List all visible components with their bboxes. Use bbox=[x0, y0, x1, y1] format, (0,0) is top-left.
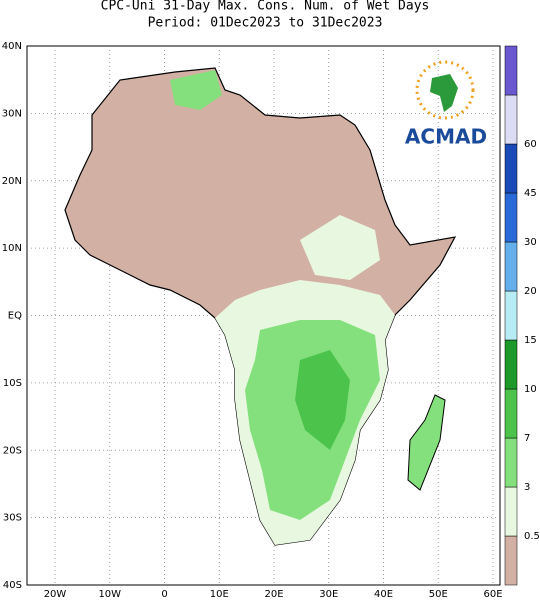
colorbar-swatch bbox=[504, 94, 518, 145]
colorbar-label: 15 bbox=[524, 335, 537, 346]
lon-label: 10W bbox=[98, 589, 121, 600]
lat-label: 40N bbox=[2, 41, 22, 52]
title-line: Period: 01Dec2023 to 31Dec2023 bbox=[148, 16, 383, 31]
lon-label: 40E bbox=[374, 589, 393, 600]
lon-label: 20W bbox=[44, 589, 67, 600]
colorbar-swatch bbox=[504, 241, 518, 292]
colorbar-swatch bbox=[504, 388, 518, 439]
wet-region bbox=[295, 350, 350, 450]
lat-label: EQ bbox=[8, 311, 22, 322]
wet-region bbox=[300, 215, 380, 280]
madagascar bbox=[407, 394, 446, 491]
lon-label: 60E bbox=[483, 589, 502, 600]
colorbar-swatch bbox=[504, 143, 518, 194]
colorbar-label: 20 bbox=[524, 286, 537, 297]
lon-label: 30E bbox=[319, 589, 338, 600]
colorbar-swatch bbox=[504, 45, 518, 96]
colorbar-label: 10 bbox=[524, 384, 537, 395]
colorbar-label: 60 bbox=[524, 139, 537, 150]
colorbar-swatch bbox=[504, 290, 518, 341]
colorbar-label: 7 bbox=[524, 433, 530, 444]
colorbar-label: 0.5 bbox=[524, 531, 540, 542]
lon-label: 20E bbox=[264, 589, 283, 600]
colorbar-swatch bbox=[504, 339, 518, 390]
lat-label: 20S bbox=[3, 445, 22, 456]
colorbar-label: 45 bbox=[524, 188, 537, 199]
lon-label: 0 bbox=[161, 589, 167, 600]
lon-label: 50E bbox=[429, 589, 448, 600]
wet-region bbox=[170, 70, 222, 110]
lat-label: 10S bbox=[3, 378, 22, 389]
colorbar-label: 30 bbox=[524, 237, 537, 248]
colorbar-swatch bbox=[504, 437, 518, 488]
colorbar-swatch bbox=[504, 192, 518, 243]
lon-label: 10E bbox=[210, 589, 229, 600]
lat-label: 10N bbox=[2, 243, 22, 254]
logo: ACMAD bbox=[405, 60, 487, 149]
colorbar: 0.5 3 7 10 15 20 30 45 60 bbox=[504, 45, 540, 586]
lat-label: 30N bbox=[2, 108, 22, 119]
title-line: CPC-Uni 31-Day Max. Cons. Num. of Wet Da… bbox=[101, 0, 430, 14]
logo-text: ACMAD bbox=[405, 125, 487, 149]
lat-label: 20N bbox=[2, 176, 22, 187]
lat-label: 30S bbox=[3, 513, 22, 524]
colorbar-swatch bbox=[504, 486, 518, 537]
colorbar-label: 3 bbox=[524, 482, 530, 493]
colorbar-swatch bbox=[504, 535, 518, 586]
lat-label: 40S bbox=[3, 580, 22, 591]
